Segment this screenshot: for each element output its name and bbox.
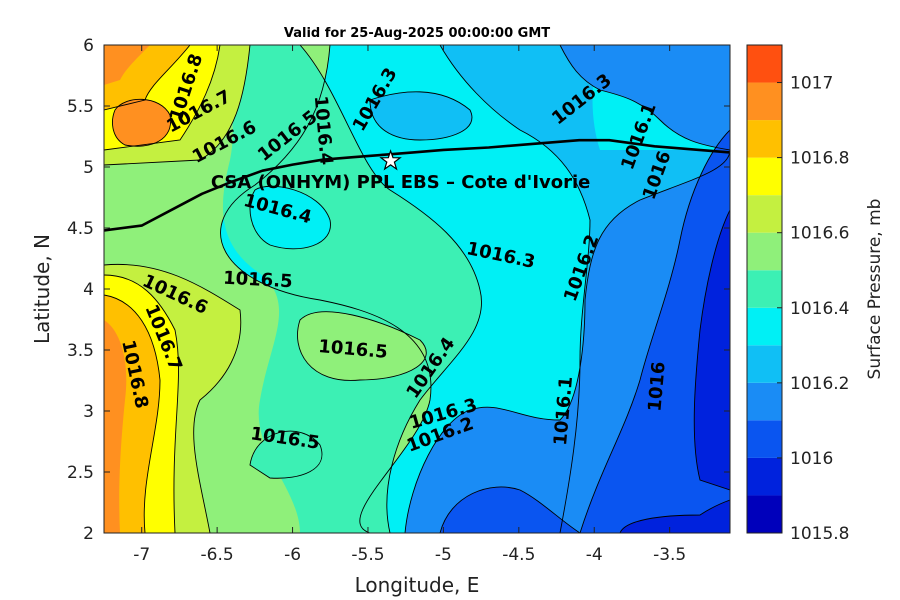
pocket-1016.4 [250,431,322,479]
contour-line [299,45,482,533]
contour-line [104,294,161,533]
y-tick-label: 3 [83,402,94,422]
x-axis-label: Longitude, E [355,573,480,597]
contour-line [559,45,730,151]
contour-line [369,91,473,141]
chart-title: Valid for 25-Aug-2025 00:00:00 GMT [284,26,550,41]
band-1016.9-west [104,45,150,85]
colorbar-tick-label: 1016.2 [790,374,849,394]
colorbar-segment [747,157,782,196]
colorbar-segment [747,457,782,496]
contour-label: 1016 [644,361,669,413]
band-1016.0-se [440,486,580,533]
x-tick-label: -7 [133,545,150,565]
contour-label: 1016.5 [223,268,293,293]
contour-line [104,45,221,151]
colorbar-tick-label: 1016.8 [790,149,849,169]
colorbar-label: Surface Pressure, mb [865,199,885,380]
colorbar-tick-label: 1017 [790,74,833,94]
x-tick-label: -3.5 [653,545,686,565]
pocket-1016.5 [297,311,427,381]
colorbar-segment [747,45,782,83]
band-1015.9-east [694,210,730,490]
colorbar-segment [747,420,782,458]
y-tick-label: 5 [83,158,94,178]
x-tick-label: -6 [284,545,301,565]
y-tick-label: 6 [83,36,94,56]
x-tick-label: -5.5 [351,545,384,565]
colorbar-frame [746,44,783,534]
contour-line [104,45,251,166]
x-tick-label: -6.5 [201,545,234,565]
site-label: CSA (ONHYM) PPL EBS – Cote d'Ivorie [211,172,591,193]
colorbar-tick-label: 1016 [790,449,833,469]
y-tick-label: 2 [83,524,94,544]
contour-line [693,209,730,491]
colorbar-segment [747,195,782,233]
colorbar [747,45,782,533]
contour-line [297,311,427,381]
band-1016.2-coast [370,91,472,140]
x-axis: -7 -6.5 -6 -5.5 -5 -4.5 -4 -3.5 [133,45,686,565]
colorbar-segment [747,495,782,533]
colorbar-segment [747,345,782,383]
band-1016.9-nw-pocket [112,99,171,147]
colorbar-segment [747,382,782,421]
y-tick-label: 5.5 [67,97,94,117]
colorbar-segment [747,82,782,121]
site-star-icon [379,149,402,171]
x-tick-label: -5 [435,545,452,565]
y-tick-label: 4 [83,280,94,300]
colorbar-tick-label: 1016.4 [790,299,849,319]
colorbar-segment [747,307,782,346]
contour-line [249,430,323,479]
y-axis-label: Latitude, N [30,234,54,344]
y-tick-label: 4.5 [67,219,94,239]
y-axis: 2 2.5 3 3.5 4 4.5 5 5.5 6 [67,36,730,544]
colorbar-tick-label: 1015.8 [790,524,849,544]
colorbar-segment [747,120,782,158]
coastline [104,138,730,232]
contour-line [439,45,591,533]
pressure-field [104,45,730,533]
contour-line [404,149,730,533]
contour-line [249,185,331,250]
y-tick-label: 3.5 [67,341,94,361]
x-tick-label: -4 [586,545,603,565]
colorbar-segment [747,270,782,308]
pocket-1016.3-inland [250,186,331,249]
colorbar-segment [747,232,782,271]
contour-line [619,499,730,533]
contour-line [104,263,242,533]
band-1015.9-se [620,500,730,533]
contour-lines [104,45,730,533]
band-1016.0-east [580,130,730,533]
band-1016.9-sw [104,320,127,533]
band-1016.1-north [560,45,730,150]
contour-line [220,45,432,533]
contour-line [104,274,179,533]
colorbar-tick-label: 1016.6 [790,224,849,244]
colorbar-ticks: 1017 1016.8 1016.6 1016.4 1016.2 1016 1015.8 [777,74,849,544]
y-tick-label: 2.5 [67,463,94,483]
contour-line [439,486,581,533]
contour-line [579,129,730,533]
contour-line [112,98,172,147]
x-tick-label: -4.5 [502,545,535,565]
